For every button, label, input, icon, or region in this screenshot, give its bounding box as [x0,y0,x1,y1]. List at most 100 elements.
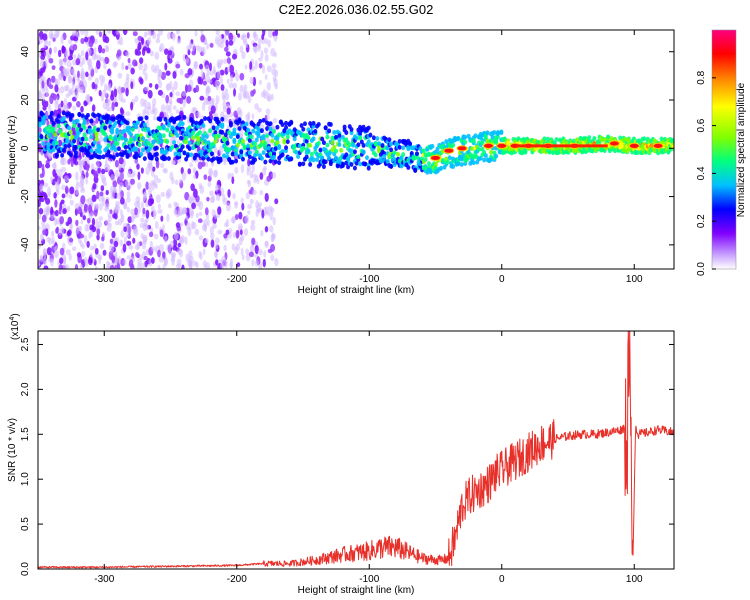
heatmap-noise-cell [254,103,259,110]
heatmap-noise-cell [126,240,132,246]
heatmap-noise-cell [212,170,218,178]
heatmap-noise-cell [72,43,78,51]
heatmap-noise-cell [228,34,234,41]
heatmap-noise-cell [43,192,48,201]
heatmap-ridge-cell [253,157,258,163]
heatmap-noise-cell [134,207,138,216]
heatmap-ridge-cell [149,155,154,161]
heatmap-ridge-cell [473,133,478,139]
heatmap-noise-cell [139,78,144,85]
heatmap-ridge-cell [72,119,77,125]
heatmap-noise-cell [118,182,124,188]
heatmap-noise-cell [81,186,85,191]
heatmap-noise-cell [235,72,240,82]
heatmap-ridge-cell [375,136,380,141]
heatmap-noise-cell [101,174,107,183]
heatmap-noise-cell [243,227,249,237]
heatmap-ridge-cell [244,121,249,127]
heatmap-noise-cell [41,224,47,231]
heatmap-ridge-cell [166,122,171,128]
heatmap-noise-cell [210,232,215,240]
heatmap-noise-cell [53,249,59,259]
heatmap-noise-cell [197,45,203,53]
heatmap-ridge-cell [49,117,54,122]
heatmap-ridge-cell [380,143,385,149]
heatmap-noise-cell [229,64,235,74]
heatmap-ridge-cell [306,148,311,154]
heatmap-noise-cell [193,188,198,198]
heatmap-ridge-cell [392,150,397,155]
heatmap-noise-cell [58,72,64,81]
heatmap-noise-cell [140,233,145,239]
heatmap-ridge-cell [222,153,227,159]
heatmap-ridge-cell [301,126,306,132]
heatmap-noise-cell [148,159,153,167]
heatmap-ridge-cell [301,145,306,151]
heatmap-noise-cell [75,190,79,195]
heatmap-ridge-cell [242,144,247,150]
heatmap-noise-cell [102,181,108,187]
heatmap-noise-cell [202,102,206,111]
heatmap-noise-cell [146,37,152,46]
heatmap-noise-cell [199,63,204,70]
heatmap-noise-cell [93,47,97,55]
heatmap-ridge-cell [220,124,225,129]
heatmap-noise-cell [251,237,256,246]
heatmap-noise-cell [127,224,132,234]
heatmap-noise-cell [173,231,179,241]
heatmap-noise-cell [62,261,67,269]
heatmap-ridge-cell [204,134,209,139]
heatmap-ridge-cell [337,142,342,147]
heatmap-noise-cell [150,170,155,177]
heatmap-ridge-cell [53,135,58,141]
heatmap-noise-cell [94,247,99,255]
heatmap-ridge-cell [275,140,280,146]
heatmap-noise-cell [96,228,101,236]
heatmap-noise-cell [257,37,262,44]
spectrogram-y-tick-label: -20 [20,189,31,204]
heatmap-ridge-cell [115,152,120,158]
heatmap-noise-cell [249,170,254,179]
heatmap-noise-cell [136,50,142,56]
heatmap-ridge-cell [166,156,171,161]
heatmap-noise-cell [242,34,248,43]
heatmap-noise-cell [137,205,141,214]
heatmap-ridge-cell [70,113,75,118]
spectrogram-y-tick-label: 40 [20,46,31,58]
heatmap-noise-cell [38,126,42,134]
heatmap-ridge-cell [182,150,187,156]
heatmap-noise-cell [58,264,64,269]
heatmap-noise-cell [75,184,79,191]
heatmap-noise-cell [187,68,193,76]
heatmap-noise-cell [148,231,154,238]
heatmap-noise-cell [94,265,98,269]
heatmap-noise-cell [40,257,43,263]
heatmap-noise-cell [125,179,129,188]
heatmap-noise-cell [228,82,234,89]
heatmap-ridge-cell [359,139,364,145]
heatmap-noise-cell [80,159,86,166]
heatmap-ridge-cell [327,155,332,161]
heatmap-noise-cell [262,258,266,268]
heatmap-noise-cell [67,55,74,61]
heatmap-ridge-cell [75,133,80,139]
heatmap-ridge-cell [406,165,411,170]
heatmap-noise-cell [62,66,66,76]
spectrogram-y-label: Frequency (Hz) [7,116,18,185]
heatmap-noise-cell [232,82,238,89]
heatmap-ridge-cell [297,143,302,149]
heatmap-noise-cell [212,223,217,229]
heatmap-noise-cell [166,31,171,40]
heatmap-noise-cell [190,183,195,192]
heatmap-ridge-cell [347,142,352,148]
heatmap-ridge-cell [349,148,354,154]
heatmap-ridge-cell [385,159,390,164]
heatmap-ridge-cell [227,130,232,136]
heatmap-noise-cell [54,84,59,93]
heatmap-noise-cell [137,125,141,134]
snr-x-ticks: -300 -200 -100 0 100 [94,331,643,585]
heatmap-ridge-cell [111,155,116,160]
heatmap-noise-cell [191,42,196,53]
heatmap-noise-cell [220,75,223,86]
heatmap-noise-cell [60,199,65,205]
